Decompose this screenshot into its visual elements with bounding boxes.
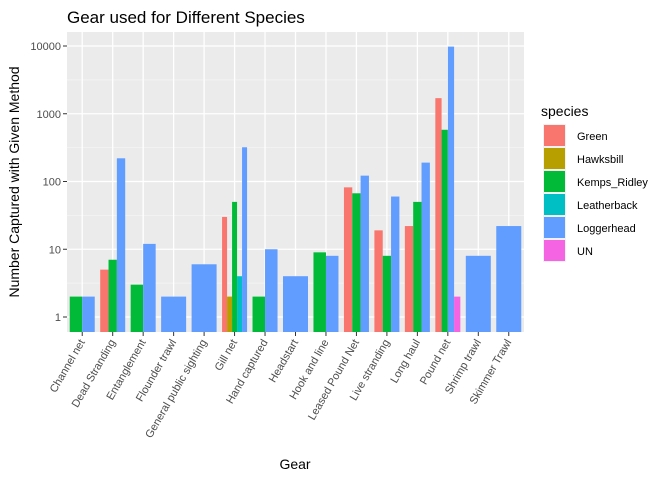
bar — [404, 226, 414, 332]
bar — [454, 296, 461, 332]
bar — [441, 129, 448, 332]
bar — [421, 162, 430, 332]
bar — [100, 269, 109, 332]
y-tick-label: 10 — [49, 244, 61, 256]
legend-swatch — [544, 148, 565, 169]
legend: species Green Hawksbill Kemps_Ridley Leathe… — [541, 103, 648, 262]
bar — [496, 226, 522, 332]
bar — [283, 276, 308, 332]
y-tick-label: 1000 — [37, 109, 61, 121]
legend-swatch — [544, 194, 565, 215]
legend-swatch — [544, 217, 565, 238]
y-tick-label: 100 — [43, 177, 61, 189]
bar — [360, 175, 369, 332]
legend-label: Leatherback — [577, 200, 638, 212]
bar — [447, 46, 455, 333]
bar — [382, 255, 392, 332]
bar — [313, 252, 326, 332]
bar — [130, 284, 144, 332]
y-axis-title: Number Captured with Given Method — [6, 66, 22, 297]
legend-label: Hawksbill — [577, 154, 623, 166]
x-tick-label: Headstart — [267, 338, 301, 385]
bar — [391, 196, 400, 332]
y-axis: 1 10 100 1000 10000 — [30, 41, 67, 324]
x-tick-label: General public sighting — [143, 338, 209, 441]
bar — [116, 158, 126, 332]
bar — [242, 147, 248, 332]
bar — [161, 296, 187, 332]
bar — [108, 259, 117, 332]
bar — [465, 255, 491, 332]
legend-swatch — [544, 240, 565, 261]
bar — [343, 187, 353, 332]
x-tick-label: Gill net — [213, 338, 241, 374]
bar — [435, 98, 442, 332]
bar — [265, 249, 278, 332]
legend-title: species — [541, 103, 588, 119]
bar — [82, 296, 95, 332]
bar — [252, 296, 266, 332]
bar — [227, 296, 233, 332]
bar — [325, 255, 339, 332]
legend-swatch — [544, 171, 565, 192]
bar — [237, 276, 243, 332]
bar — [232, 201, 238, 332]
bar — [222, 216, 228, 332]
bar — [143, 243, 156, 332]
bar — [191, 264, 217, 332]
bar — [374, 230, 383, 332]
bars-group — [69, 46, 522, 333]
bar — [352, 193, 361, 332]
bar — [413, 201, 422, 332]
legend-label: Green — [577, 131, 608, 143]
legend-label: Kemps_Ridley — [577, 177, 648, 189]
x-axis-title: Gear — [279, 456, 310, 472]
x-tick-label: Long haul — [388, 338, 423, 386]
legend-label: UN — [577, 246, 593, 258]
y-tick-label: 1 — [55, 312, 61, 324]
legend-swatch — [544, 125, 565, 146]
legend-label: Loggerhead — [577, 223, 636, 235]
chart-title: Gear used for Different Species — [67, 8, 305, 27]
bar — [69, 296, 83, 332]
y-tick-label: 10000 — [30, 41, 61, 53]
